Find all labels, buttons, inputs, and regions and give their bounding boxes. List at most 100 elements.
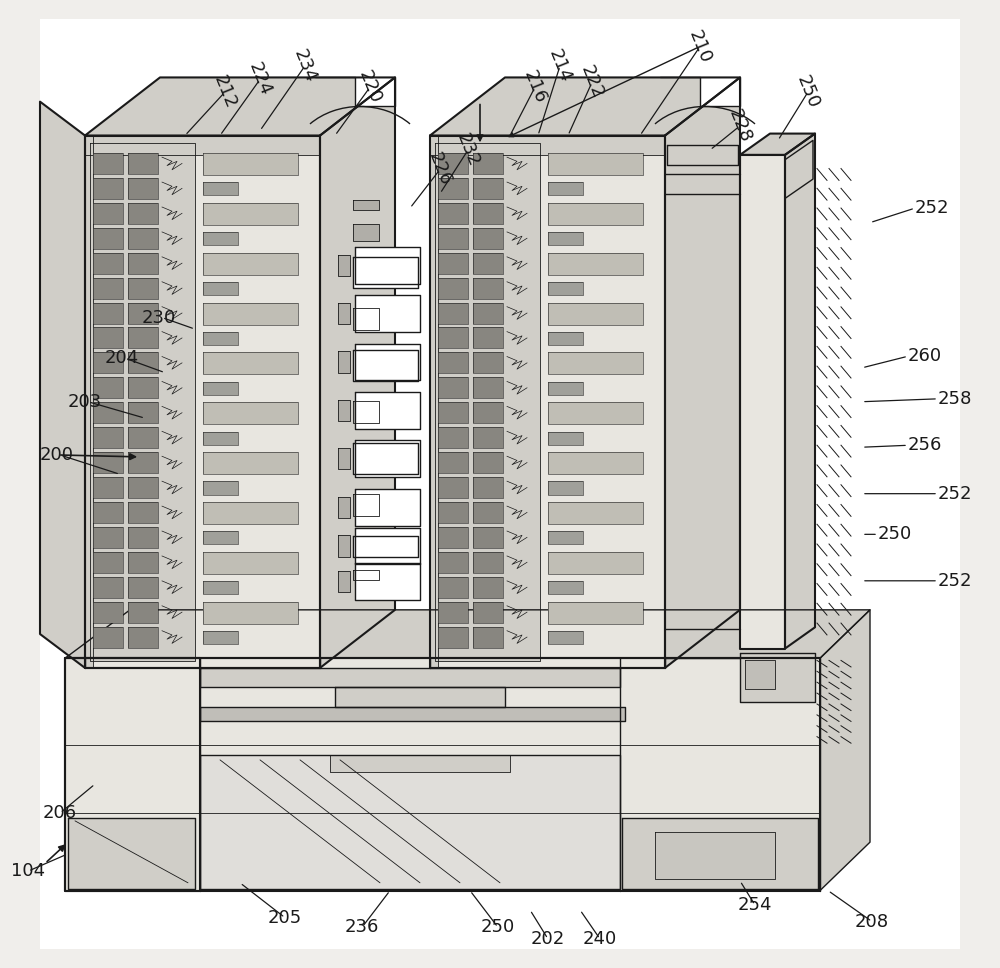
Polygon shape [93, 253, 123, 274]
Text: 234: 234 [290, 46, 320, 85]
Polygon shape [353, 200, 379, 210]
Polygon shape [93, 601, 123, 622]
Polygon shape [338, 400, 350, 421]
Polygon shape [438, 552, 468, 573]
Polygon shape [93, 203, 123, 224]
Text: 202: 202 [531, 930, 565, 948]
Polygon shape [203, 302, 298, 324]
Polygon shape [473, 403, 503, 423]
Polygon shape [438, 178, 468, 198]
Polygon shape [93, 626, 123, 648]
Polygon shape [353, 494, 379, 516]
Polygon shape [438, 527, 468, 548]
Polygon shape [548, 232, 583, 245]
Text: 230: 230 [142, 309, 176, 326]
Polygon shape [548, 381, 583, 395]
Polygon shape [548, 302, 643, 324]
Polygon shape [355, 489, 420, 526]
Polygon shape [85, 136, 93, 668]
Polygon shape [473, 552, 503, 573]
Polygon shape [473, 178, 503, 198]
Polygon shape [338, 448, 350, 469]
Polygon shape [93, 552, 123, 573]
Polygon shape [93, 501, 123, 523]
Polygon shape [200, 707, 625, 721]
Polygon shape [93, 378, 123, 399]
Polygon shape [430, 136, 438, 668]
Polygon shape [65, 658, 820, 891]
Polygon shape [335, 687, 505, 707]
Polygon shape [438, 403, 468, 423]
Polygon shape [128, 253, 158, 274]
Text: 260: 260 [908, 348, 942, 365]
Polygon shape [203, 481, 238, 495]
Polygon shape [548, 452, 643, 474]
Text: 236: 236 [345, 919, 379, 936]
Polygon shape [355, 528, 420, 564]
Polygon shape [667, 145, 738, 165]
Polygon shape [438, 601, 468, 622]
Polygon shape [40, 102, 85, 668]
Polygon shape [473, 527, 503, 548]
Polygon shape [548, 481, 583, 495]
Polygon shape [473, 227, 503, 249]
Polygon shape [93, 178, 123, 198]
Polygon shape [438, 477, 468, 499]
Polygon shape [338, 351, 350, 373]
Polygon shape [128, 153, 158, 174]
Polygon shape [430, 77, 740, 136]
Text: 104: 104 [11, 862, 45, 880]
Text: 250: 250 [793, 73, 823, 111]
Polygon shape [430, 136, 665, 155]
Polygon shape [435, 143, 540, 661]
Polygon shape [203, 182, 238, 196]
Polygon shape [438, 302, 468, 323]
Polygon shape [353, 308, 379, 330]
Polygon shape [548, 153, 643, 175]
Polygon shape [128, 452, 158, 473]
Text: 216: 216 [520, 68, 550, 106]
Polygon shape [438, 577, 468, 598]
Polygon shape [785, 134, 815, 649]
Polygon shape [93, 427, 123, 448]
Text: 214: 214 [545, 46, 575, 85]
Polygon shape [438, 378, 468, 399]
Polygon shape [473, 452, 503, 473]
Polygon shape [353, 536, 418, 557]
Polygon shape [128, 527, 158, 548]
Polygon shape [203, 452, 298, 474]
Polygon shape [128, 327, 158, 348]
Polygon shape [355, 563, 420, 600]
Polygon shape [740, 134, 815, 155]
Text: 208: 208 [855, 913, 889, 930]
Polygon shape [355, 392, 420, 429]
Polygon shape [353, 570, 379, 580]
Polygon shape [548, 403, 643, 424]
Text: 252: 252 [915, 199, 950, 217]
Polygon shape [622, 818, 818, 889]
Text: 232: 232 [453, 131, 483, 169]
Polygon shape [438, 501, 468, 523]
Polygon shape [548, 282, 583, 295]
Polygon shape [128, 278, 158, 298]
Text: 210: 210 [685, 27, 715, 66]
Polygon shape [473, 577, 503, 598]
Polygon shape [338, 571, 350, 592]
Text: 224: 224 [245, 60, 275, 99]
Polygon shape [473, 601, 503, 622]
Polygon shape [128, 302, 158, 323]
Polygon shape [128, 378, 158, 399]
Polygon shape [473, 278, 503, 298]
Polygon shape [93, 327, 123, 348]
Polygon shape [128, 552, 158, 573]
Polygon shape [128, 501, 158, 523]
Polygon shape [203, 282, 238, 295]
Polygon shape [338, 255, 350, 276]
Polygon shape [353, 224, 379, 241]
Polygon shape [353, 350, 418, 380]
Polygon shape [128, 352, 158, 374]
Polygon shape [203, 232, 238, 245]
Polygon shape [200, 755, 620, 889]
Polygon shape [438, 427, 468, 448]
Polygon shape [338, 497, 350, 518]
